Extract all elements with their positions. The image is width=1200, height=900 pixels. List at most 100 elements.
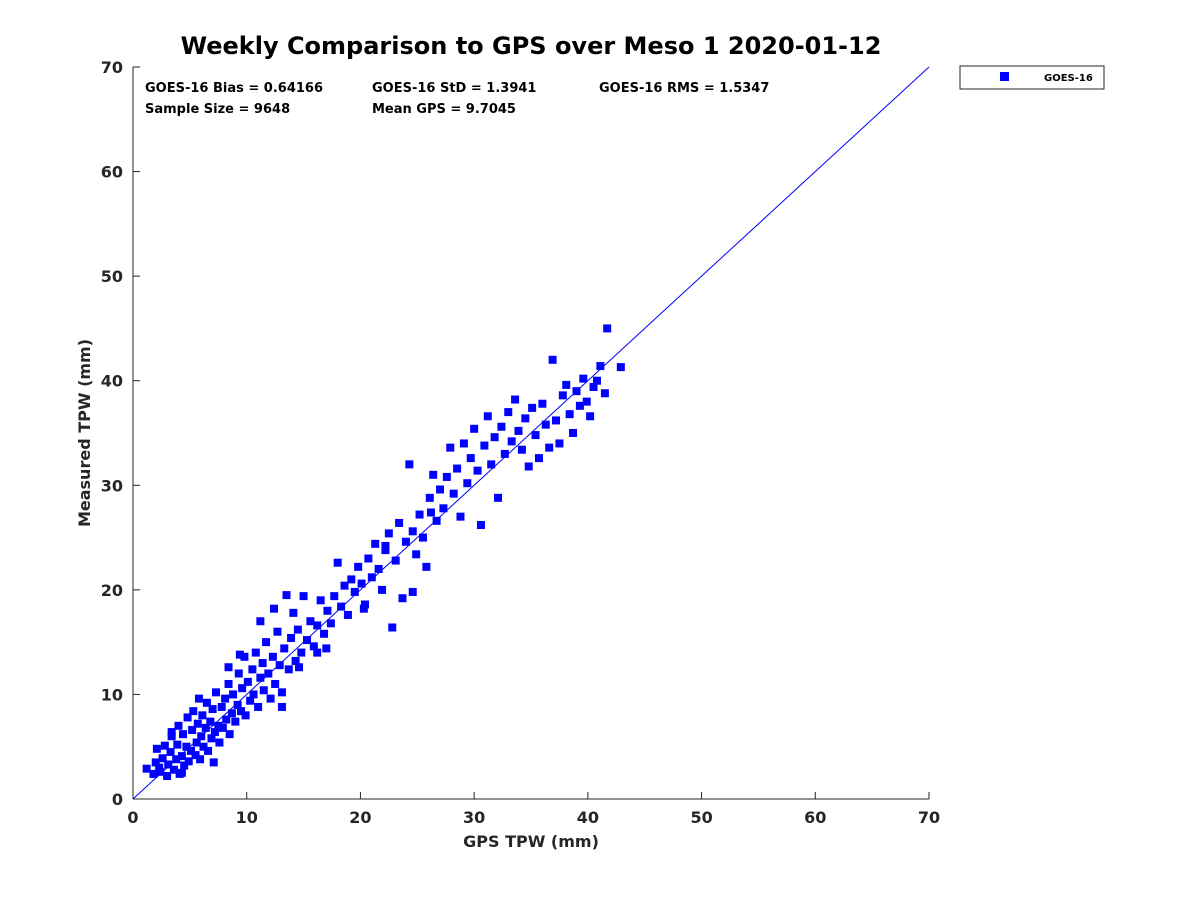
data-point	[357, 579, 366, 588]
data-point	[241, 711, 250, 720]
data-point	[425, 493, 434, 502]
data-point	[214, 721, 223, 730]
x-axis-label: GPS TPW (mm)	[463, 832, 599, 851]
data-point	[172, 755, 181, 764]
data-point	[374, 564, 383, 573]
data-point	[600, 389, 609, 398]
data-point	[603, 324, 612, 333]
data-point	[258, 659, 267, 668]
data-point	[569, 429, 578, 437]
data-point	[347, 575, 356, 584]
data-point	[197, 732, 206, 741]
data-point	[497, 422, 506, 431]
data-point	[320, 629, 329, 638]
data-point	[201, 723, 210, 732]
data-point	[350, 587, 359, 596]
data-point	[456, 512, 465, 521]
data-point	[207, 734, 216, 743]
data-point	[287, 633, 296, 642]
data-point	[480, 441, 489, 450]
x-tick-label: 10	[236, 808, 258, 827]
data-point	[521, 414, 530, 423]
data-point	[189, 707, 198, 716]
data-point	[275, 661, 284, 670]
data-point	[202, 698, 211, 707]
data-point	[405, 460, 414, 469]
data-point	[391, 556, 400, 565]
stat-sample-size: Sample Size = 9648	[145, 102, 290, 117]
y-ticks: 0 10 20 30 40 50 60 70	[101, 58, 140, 809]
data-point	[487, 460, 496, 469]
data-point	[256, 617, 265, 626]
legend-entry-goes-16: GOES-16	[1044, 73, 1093, 84]
data-point	[177, 768, 186, 777]
data-point	[179, 730, 188, 739]
data-point	[517, 445, 526, 454]
data-point	[575, 401, 584, 410]
data-point	[225, 730, 234, 739]
data-point	[268, 652, 277, 661]
data-point	[367, 573, 376, 582]
data-point	[378, 585, 387, 594]
data-point	[271, 679, 280, 688]
data-point	[198, 711, 207, 720]
data-point	[309, 642, 318, 651]
x-tick-label: 20	[349, 808, 371, 827]
data-point	[229, 690, 238, 699]
data-point	[142, 764, 151, 773]
data-point	[240, 652, 249, 661]
data-point	[152, 744, 161, 753]
data-point	[243, 677, 252, 686]
data-point	[291, 656, 300, 665]
data-point	[180, 761, 189, 770]
data-point	[541, 420, 550, 429]
x-tick-label: 70	[918, 808, 940, 827]
data-point	[313, 648, 322, 657]
data-point	[582, 397, 591, 406]
data-point	[500, 449, 509, 458]
data-point	[432, 516, 441, 525]
data-point	[453, 464, 462, 473]
data-point	[284, 665, 293, 674]
data-point	[264, 669, 273, 678]
data-point	[193, 719, 202, 728]
y-tick-label: 60	[101, 163, 123, 182]
data-point	[238, 684, 247, 693]
data-point	[259, 686, 268, 695]
data-point	[333, 558, 342, 567]
data-point	[322, 644, 331, 653]
stat-rms: GOES-16 RMS = 1.5347	[599, 81, 769, 96]
data-point	[169, 765, 178, 774]
data-point	[340, 581, 349, 590]
x-tick-label: 30	[463, 808, 485, 827]
data-point	[306, 617, 315, 626]
y-axis-label: Measured TPW (mm)	[75, 339, 94, 527]
data-point	[173, 740, 182, 749]
data-point	[442, 472, 451, 481]
data-point	[323, 606, 332, 615]
data-point	[158, 754, 167, 763]
data-point	[191, 751, 200, 760]
data-point	[224, 663, 233, 672]
data-point	[384, 529, 393, 538]
data-point	[446, 443, 455, 452]
data-point	[160, 741, 169, 750]
data-point	[297, 648, 306, 657]
data-point	[371, 539, 380, 548]
data-point	[196, 755, 205, 764]
data-point	[408, 527, 417, 536]
plot-area	[132, 67, 929, 800]
data-point	[514, 426, 523, 435]
data-point	[224, 679, 233, 688]
data-point	[155, 763, 164, 772]
data-point	[360, 600, 369, 609]
data-point	[151, 758, 160, 767]
x-tick-label: 40	[577, 808, 599, 827]
data-point	[596, 362, 605, 371]
data-point	[233, 700, 242, 709]
data-point	[490, 433, 499, 442]
data-point	[337, 602, 346, 611]
data-point	[215, 738, 224, 747]
data-point	[313, 621, 322, 630]
